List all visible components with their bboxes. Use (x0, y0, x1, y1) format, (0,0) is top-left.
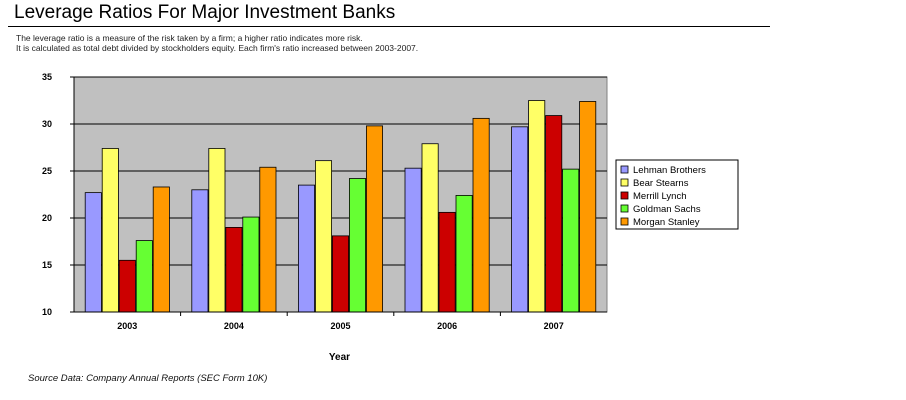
title-divider (8, 26, 770, 27)
bar (84, 192, 102, 313)
bar (579, 101, 597, 313)
bar (208, 148, 226, 313)
legend-box (615, 159, 739, 230)
bar (101, 148, 119, 313)
legend-swatch (620, 191, 629, 200)
legend-entry: Merrill Lynch (633, 191, 687, 202)
y-tick-label: 25 (42, 166, 52, 176)
bar (331, 235, 349, 313)
x-tick-label: 2006 (437, 321, 457, 331)
x-tick-label: 2003 (117, 321, 137, 331)
y-tick-label: 35 (42, 72, 52, 82)
bar (545, 115, 563, 313)
bar (365, 125, 383, 313)
bar (455, 195, 473, 313)
x-tick-label: 2005 (330, 321, 350, 331)
description-line-1: The leverage ratio is a measure of the r… (16, 33, 363, 43)
bar (438, 211, 456, 313)
x-tick-label: 2007 (544, 321, 564, 331)
chart-description: The leverage ratio is a measure of the r… (16, 33, 418, 53)
bar (314, 160, 332, 313)
legend-entry: Goldman Sachs (633, 204, 701, 215)
legend-swatch (620, 204, 629, 213)
legend-entry: Lehman Brothers (633, 165, 706, 176)
legend-swatch (620, 165, 629, 174)
bar (259, 166, 277, 313)
source-note: Source Data: Company Annual Reports (SEC… (28, 373, 268, 384)
description-line-2: It is calculated as total debt divided b… (16, 43, 419, 53)
bar (562, 168, 580, 313)
bar (528, 100, 546, 313)
y-tick-label: 10 (42, 307, 52, 317)
y-tick-label: 30 (42, 119, 52, 129)
bar (421, 143, 439, 313)
x-axis-title: Year (329, 352, 350, 363)
bar (511, 126, 529, 313)
legend-swatch (620, 217, 629, 226)
bar (242, 216, 260, 313)
page-title: Leverage Ratios For Major Investment Ban… (14, 2, 396, 23)
bar (152, 186, 170, 313)
bar (472, 117, 490, 313)
bar (225, 226, 243, 313)
bar (135, 240, 153, 313)
x-tick-label: 2004 (224, 321, 244, 331)
y-tick-label: 20 (42, 213, 52, 223)
bar (118, 259, 136, 313)
bar (404, 167, 422, 313)
bar (348, 178, 366, 313)
legend-entry: Morgan Stanley (633, 217, 700, 228)
legend: Lehman Brothers Bear Stearns Merrill Lynch… (615, 159, 739, 230)
bar (297, 184, 315, 313)
legend-swatch (620, 178, 629, 187)
y-tick-label: 15 (42, 260, 52, 270)
bar (191, 189, 209, 313)
legend-entry: Bear Stearns (633, 178, 689, 189)
